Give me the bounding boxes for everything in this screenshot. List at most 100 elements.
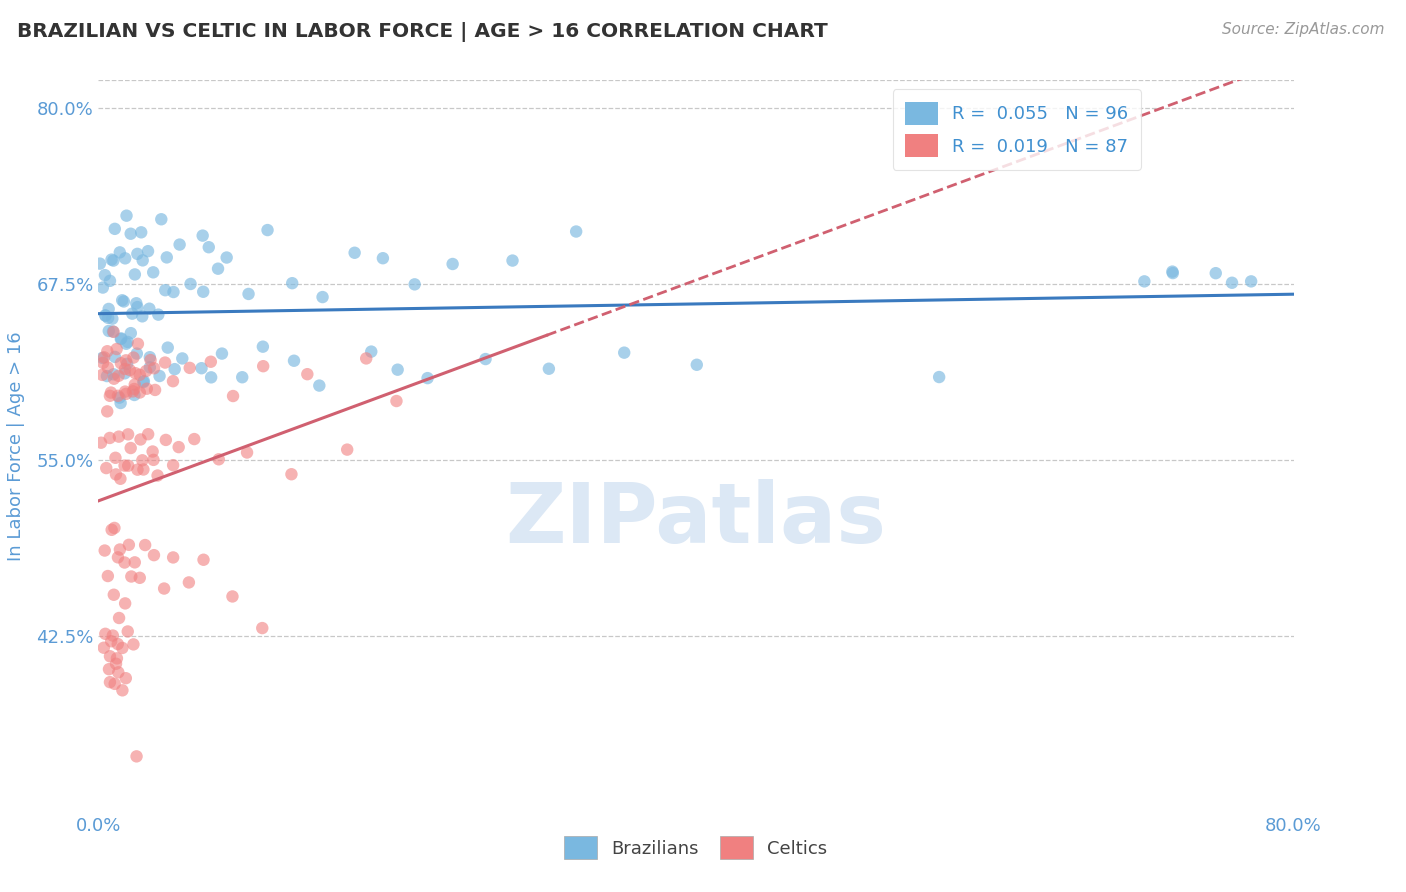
Point	[129, 225, 152, 239]
Point	[105, 657, 128, 671]
Point	[111, 683, 134, 698]
Point	[115, 353, 138, 368]
Point	[502, 253, 524, 268]
Point	[222, 389, 245, 403]
Point	[108, 542, 131, 557]
Point	[103, 588, 125, 602]
Point	[167, 440, 190, 454]
Point	[1240, 274, 1263, 288]
Point	[142, 444, 165, 458]
Point	[107, 550, 129, 565]
Point	[180, 277, 202, 291]
Point	[97, 301, 120, 316]
Point	[110, 331, 132, 345]
Text: ZIPatlas: ZIPatlas	[506, 479, 886, 559]
Point	[105, 651, 128, 665]
Point	[91, 280, 114, 294]
Point	[104, 350, 127, 364]
Point	[129, 433, 152, 447]
Point	[207, 261, 229, 276]
Point	[197, 240, 219, 254]
Point	[1205, 266, 1227, 280]
Point	[150, 212, 173, 227]
Point	[107, 389, 129, 403]
Point	[104, 450, 127, 465]
Point	[94, 309, 117, 323]
Point	[136, 244, 159, 259]
Point	[127, 463, 149, 477]
Point	[93, 351, 115, 365]
Point	[127, 300, 149, 314]
Point	[97, 569, 120, 583]
Point	[134, 538, 156, 552]
Point	[96, 369, 118, 384]
Point	[211, 346, 233, 360]
Point	[404, 277, 426, 292]
Point	[107, 665, 129, 680]
Text: BRAZILIAN VS CELTIC IN LABOR FORCE | AGE > 16 CORRELATION CHART: BRAZILIAN VS CELTIC IN LABOR FORCE | AGE…	[17, 22, 828, 42]
Point	[191, 228, 214, 243]
Point	[613, 345, 636, 359]
Point	[155, 433, 177, 447]
Point	[94, 309, 117, 323]
Point	[124, 366, 146, 380]
Point	[360, 344, 382, 359]
Point	[117, 458, 139, 473]
Point	[94, 268, 117, 282]
Point	[311, 290, 333, 304]
Point	[132, 374, 155, 388]
Point	[252, 340, 274, 354]
Point	[124, 377, 146, 392]
Legend: Brazilians, Celtics: Brazilians, Celtics	[555, 827, 837, 869]
Point	[93, 640, 115, 655]
Point	[120, 227, 142, 241]
Point	[103, 368, 125, 382]
Point	[236, 445, 259, 459]
Point	[139, 350, 162, 364]
Point	[200, 370, 222, 384]
Point	[128, 385, 150, 400]
Point	[101, 628, 124, 642]
Point	[122, 351, 145, 365]
Point	[131, 453, 153, 467]
Point	[107, 637, 129, 651]
Point	[146, 468, 169, 483]
Point	[108, 391, 131, 405]
Point	[177, 575, 200, 590]
Point	[183, 432, 205, 446]
Point	[120, 326, 142, 340]
Text: Source: ZipAtlas.com: Source: ZipAtlas.com	[1222, 22, 1385, 37]
Point	[371, 251, 394, 265]
Point	[103, 521, 125, 535]
Point	[111, 640, 134, 655]
Point	[114, 458, 136, 473]
Point	[110, 332, 132, 346]
Point	[103, 372, 125, 386]
Point	[91, 351, 114, 365]
Point	[139, 353, 162, 368]
Point	[252, 359, 274, 374]
Point	[162, 374, 184, 388]
Point	[343, 245, 366, 260]
Point	[131, 253, 153, 268]
Point	[142, 265, 165, 279]
Point	[125, 296, 148, 310]
Point	[91, 356, 114, 370]
Point	[297, 367, 319, 381]
Point	[162, 285, 184, 299]
Point	[143, 548, 166, 562]
Point	[256, 223, 278, 237]
Point	[117, 624, 139, 639]
Point	[97, 310, 120, 325]
Point	[153, 582, 176, 596]
Point	[101, 325, 124, 339]
Point	[96, 461, 118, 475]
Point	[111, 293, 134, 308]
Point	[208, 452, 231, 467]
Point	[107, 368, 129, 383]
Point	[1220, 276, 1243, 290]
Point	[120, 441, 142, 455]
Point	[115, 336, 138, 351]
Point	[136, 427, 159, 442]
Point	[1133, 274, 1156, 288]
